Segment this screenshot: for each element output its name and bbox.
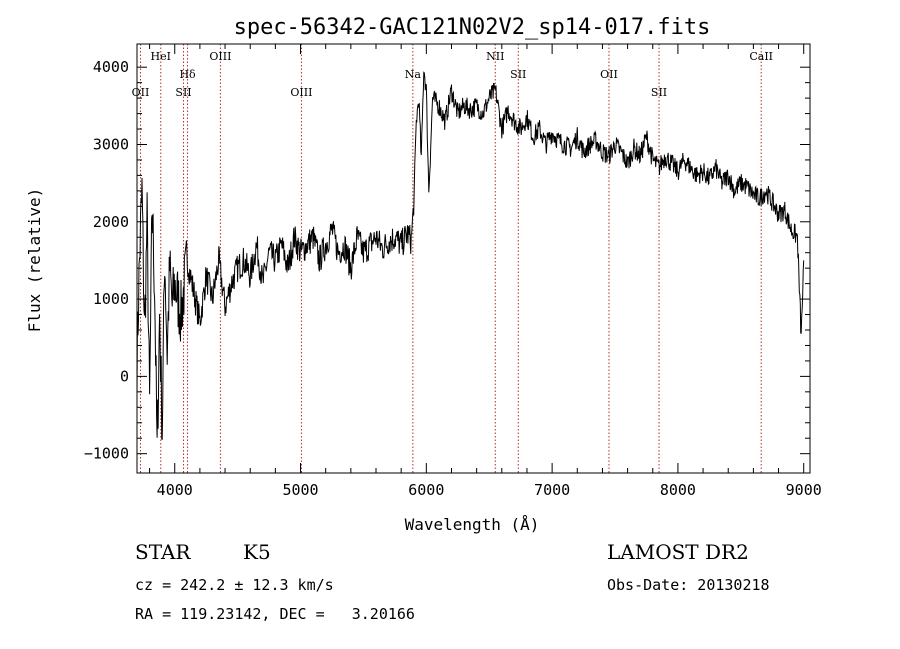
x-tick-label: 9000 bbox=[786, 481, 822, 499]
emission-line-label-5: OIII bbox=[290, 86, 312, 99]
x-tick-label: 5000 bbox=[282, 481, 318, 499]
emission-line-label-7: NII bbox=[486, 50, 504, 63]
plot-frame bbox=[136, 43, 811, 474]
ra-dec: RA = 119.23142, DEC = 3.20166 bbox=[135, 605, 415, 623]
x-axis-label: Wavelength (Å) bbox=[405, 515, 540, 534]
plot-axes: 4000 5000 6000 7000 8000 9000 −1000 0 1000 2000 30… bbox=[84, 43, 822, 499]
y-axis-label: Flux (relative) bbox=[25, 188, 44, 333]
observation-date: Obs-Date: 20130218 bbox=[607, 576, 770, 594]
emission-line-label-4: OIII bbox=[209, 50, 231, 63]
emission-line-label-9: OII bbox=[600, 68, 618, 81]
object-class: STAR bbox=[135, 540, 191, 564]
emission-lines: OII HeI SII Hδ OIII OIII Na NII SII OII SII CaII bbox=[132, 44, 773, 473]
chart-title: spec-56342-GAC121N02V2_sp14-017.fits bbox=[234, 15, 711, 40]
x-tick-label: 7000 bbox=[534, 481, 570, 499]
emission-line-label-0: OII bbox=[132, 86, 150, 99]
x-tick-label: 8000 bbox=[660, 481, 696, 499]
emission-line-label-11: CaII bbox=[749, 50, 773, 63]
emission-line-label-6: Na bbox=[405, 68, 422, 81]
x-tick-label: 4000 bbox=[157, 481, 193, 499]
survey-name: LAMOST DR2 bbox=[607, 540, 749, 564]
emission-line-label-8: SII bbox=[510, 68, 526, 81]
object-subclass: K5 bbox=[243, 540, 271, 564]
y-tick-label: 1000 bbox=[93, 290, 129, 308]
x-tick-label: 6000 bbox=[408, 481, 444, 499]
y-tick-label: 0 bbox=[120, 367, 129, 385]
emission-line-label-3: Hδ bbox=[179, 68, 196, 81]
redshift-cz: cz = 242.2 ± 12.3 km/s bbox=[135, 576, 334, 594]
y-tick-label: −1000 bbox=[84, 445, 129, 463]
y-tick-label: 2000 bbox=[93, 213, 129, 231]
emission-line-label-1: HeI bbox=[151, 50, 171, 63]
spectrum-series bbox=[136, 71, 805, 440]
emission-line-label-10: SII bbox=[651, 86, 667, 99]
emission-line-label-2: SII bbox=[175, 86, 191, 99]
y-tick-label: 3000 bbox=[93, 135, 129, 153]
spectrum-line bbox=[136, 71, 805, 440]
y-tick-label: 4000 bbox=[93, 58, 129, 76]
